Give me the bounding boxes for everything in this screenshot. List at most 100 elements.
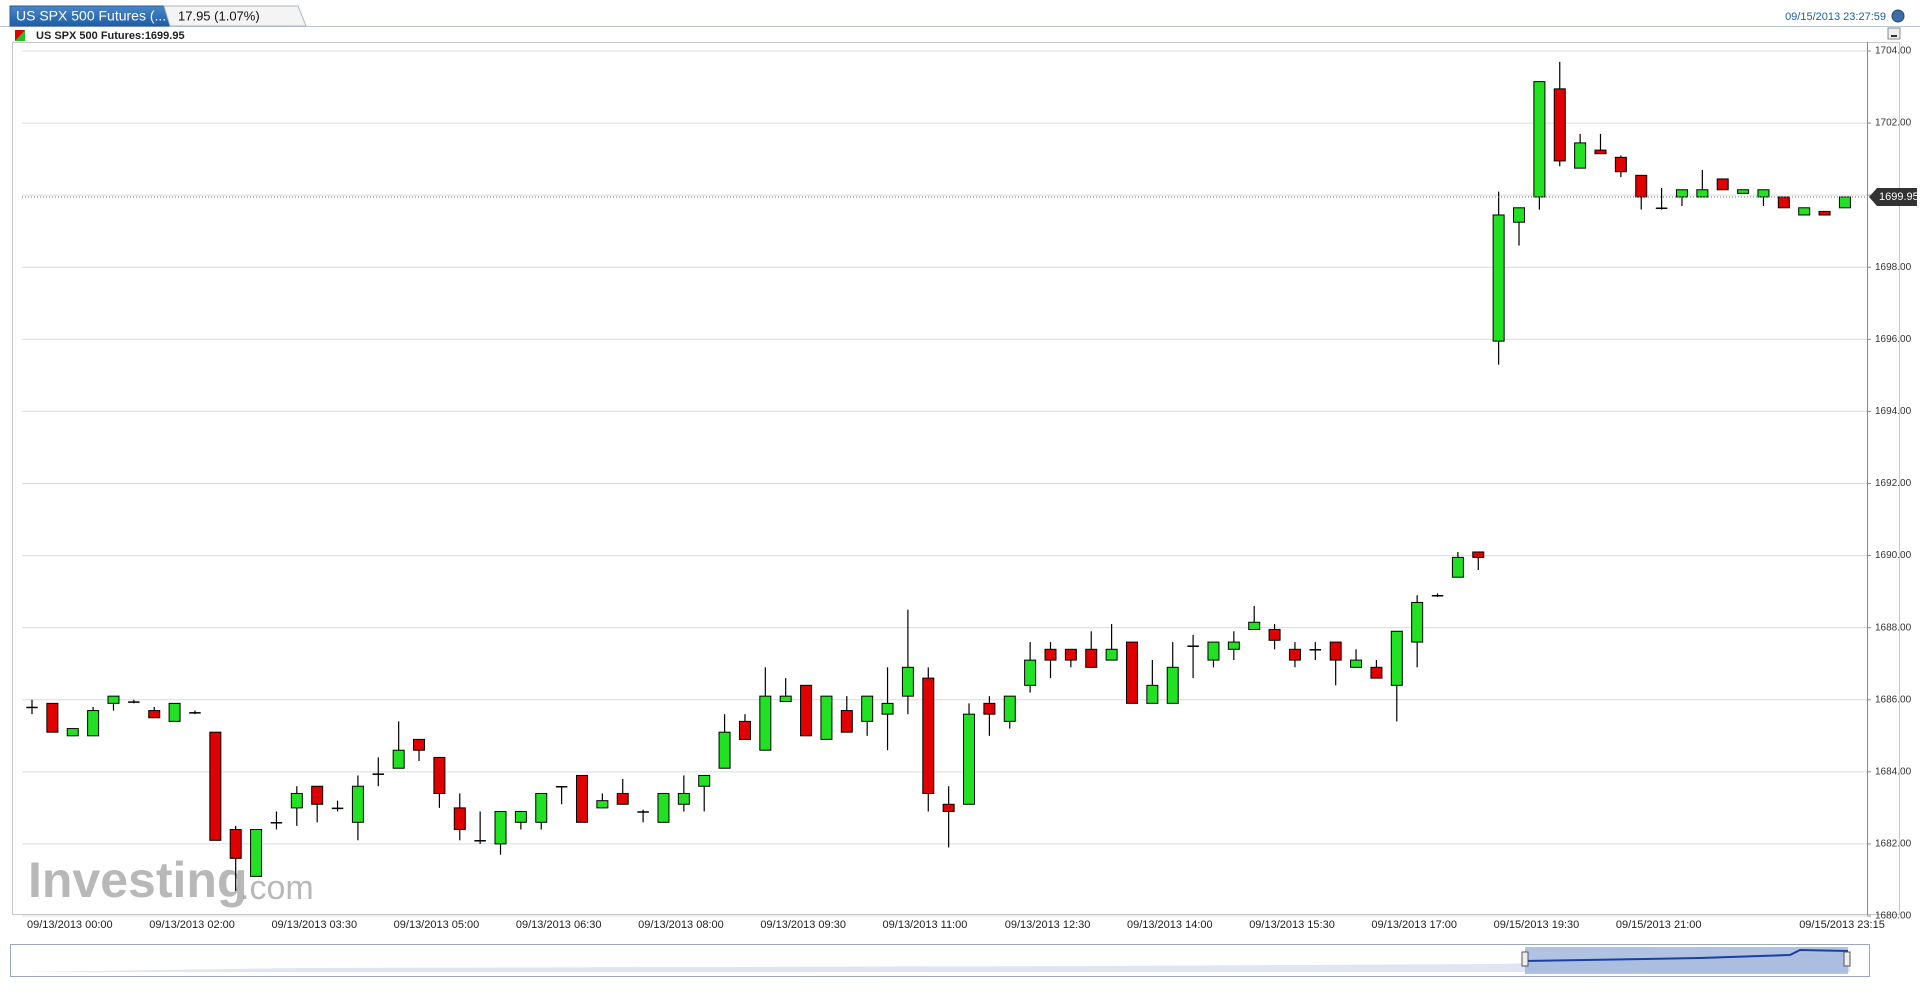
candle-body: [189, 712, 201, 714]
candle-body: [1329, 641, 1342, 661]
candle-body: [1451, 556, 1464, 578]
candle-body: [1268, 628, 1281, 641]
candle-body: [1675, 189, 1688, 198]
candle-body: [372, 773, 385, 775]
candle-body: [840, 710, 853, 733]
candle-body: [922, 677, 935, 794]
candle-body: [779, 695, 792, 703]
candle-body: [1798, 207, 1811, 216]
candle-body: [1085, 648, 1098, 668]
settings-icon[interactable]: [1891, 9, 1905, 23]
candle-body: [290, 792, 303, 809]
candle-body: [1614, 156, 1627, 173]
candle-body: [881, 702, 894, 715]
candle-body: [514, 810, 527, 823]
timestamp: 09/15/2013 23:27:59: [1785, 11, 1886, 23]
candle-body: [474, 840, 486, 842]
candle-body: [168, 702, 181, 722]
y-tick-label: 1704.00: [1875, 46, 1912, 57]
navigator-line: [1524, 948, 1849, 962]
x-tick-label: 09/13/2013 12:30: [1005, 919, 1091, 931]
candle-body: [1125, 641, 1138, 704]
candle-body: [1574, 142, 1587, 169]
candle-body: [1350, 659, 1363, 668]
candle-body: [637, 811, 649, 813]
x-tick-label: 09/13/2013 14:00: [1127, 919, 1213, 931]
candle-body: [107, 695, 120, 704]
tab-title[interactable]: US SPX 500 Futures (...: [16, 8, 166, 24]
candle-body: [1655, 207, 1668, 210]
candle-body: [1003, 695, 1016, 722]
candle-body: [1513, 207, 1526, 223]
candle-body: [1777, 196, 1790, 209]
x-tick-label: 09/13/2013 11:00: [883, 919, 968, 931]
x-tick-label: 09/15/2013 21:00: [1616, 919, 1702, 931]
candle-body: [229, 829, 242, 859]
y-tick-label: 1698.00: [1875, 262, 1912, 273]
candle-body: [861, 695, 874, 722]
candle-body: [1818, 210, 1831, 216]
navigator-handle-right[interactable]: [1843, 951, 1851, 967]
tab-change: 17.95 (1.07%): [178, 8, 260, 23]
x-tick-label: 09/13/2013 17:00: [1371, 919, 1457, 931]
last-price-label: 1699.95: [1879, 191, 1919, 203]
candle-body: [901, 666, 914, 697]
candle-body: [1166, 666, 1179, 704]
candle-body: [392, 749, 405, 769]
plot-frame: [12, 42, 1900, 915]
candle-body: [738, 720, 751, 740]
y-tick-label: 1696.00: [1875, 334, 1912, 345]
candle-body: [1105, 648, 1118, 661]
x-tick-label: 09/13/2013 15:30: [1249, 919, 1335, 931]
candle-body: [1309, 649, 1322, 651]
candle-body: [250, 829, 263, 877]
watermark-brand: Investing: [28, 852, 247, 908]
candle-body: [1248, 621, 1261, 630]
navigator-handle-left[interactable]: [1521, 951, 1529, 967]
minimize-button[interactable]: [1887, 27, 1901, 40]
candle-body: [657, 792, 670, 823]
x-tick-label: 09/13/2013 03:30: [271, 919, 357, 931]
candle-body: [494, 810, 507, 845]
navigator-area: [22, 952, 1850, 972]
candle-body: [1370, 666, 1383, 679]
legend-icon-up: [15, 30, 25, 41]
candle-body: [1390, 630, 1403, 686]
last-price-tag: [1869, 187, 1917, 206]
candle-body: [1533, 81, 1546, 198]
y-tick-label: 1684.00: [1875, 766, 1912, 777]
candle-body: [759, 695, 772, 751]
candle-body: [1757, 189, 1770, 198]
x-tick-label: 09/15/2013 23:15: [1799, 919, 1885, 931]
x-tick-label: 09/13/2013 08:00: [638, 919, 724, 931]
candle-body: [1635, 174, 1648, 198]
candle-body: [1227, 641, 1240, 650]
candle-body: [26, 706, 38, 709]
candle-body: [1024, 659, 1037, 686]
y-tick-label: 1686.00: [1875, 694, 1912, 705]
y-tick-label: 1680.00: [1875, 911, 1912, 922]
candle-body: [1187, 645, 1199, 647]
x-tick-label: 09/13/2013 00:00: [27, 919, 113, 931]
candle-body: [616, 792, 629, 805]
candle-body: [1696, 189, 1709, 198]
candle-body: [46, 702, 59, 733]
candle-body: [1838, 196, 1851, 209]
y-tick-label: 1690.00: [1875, 550, 1912, 561]
candle-body: [453, 807, 466, 830]
candle-body: [87, 710, 100, 737]
x-tick-label: 09/15/2013 19:30: [1494, 919, 1580, 931]
y-tick-label: 1682.00: [1875, 839, 1912, 850]
candle-body: [1207, 641, 1220, 661]
candle-body: [820, 695, 833, 740]
candle-body: [1288, 648, 1301, 661]
candle-body: [331, 807, 344, 810]
candle-body: [596, 800, 609, 809]
y-tick-label: 1688.00: [1875, 622, 1912, 633]
candle-body: [311, 785, 324, 805]
candle-body: [677, 792, 690, 805]
x-tick-label: 09/13/2013 05:00: [394, 919, 480, 931]
candle-body: [1492, 214, 1505, 342]
candle-body: [148, 710, 161, 719]
